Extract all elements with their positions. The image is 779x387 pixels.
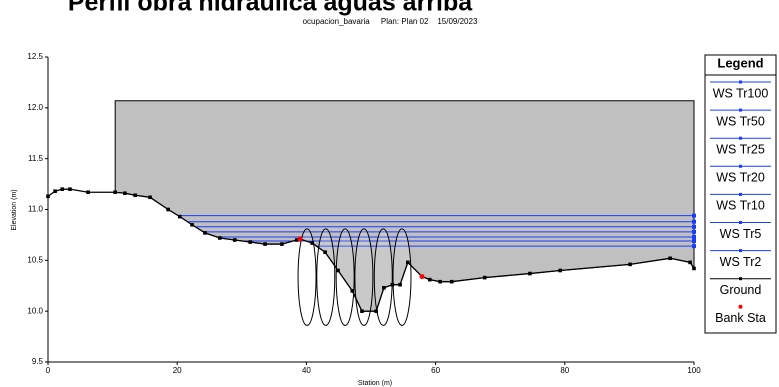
legend-label: WS Tr100 — [713, 86, 769, 100]
bank-station — [419, 274, 425, 280]
ground-point — [688, 260, 692, 265]
ground-point — [60, 187, 65, 191]
y-tick-label: 12.0 — [27, 103, 43, 112]
legend-title: Legend — [717, 55, 763, 70]
water-surface-marker — [692, 239, 696, 244]
ground-point — [46, 194, 50, 199]
ground-point — [382, 285, 386, 290]
y-tick-label: 12.5 — [27, 52, 43, 61]
opening — [335, 228, 355, 326]
opening — [316, 228, 336, 326]
y-tick-label: 10.0 — [27, 306, 43, 315]
legend-label: WS Tr25 — [716, 142, 765, 156]
legend-label: WS Tr50 — [716, 114, 765, 128]
legend-marker — [739, 249, 742, 253]
legend-marker — [738, 304, 743, 309]
legend-marker — [739, 192, 742, 196]
ground-point — [190, 222, 194, 227]
opening — [354, 228, 374, 326]
ground-point — [628, 262, 632, 267]
ground-point — [148, 195, 152, 200]
ground-point — [374, 309, 378, 313]
ground-point — [113, 190, 117, 195]
ground-point — [528, 271, 532, 276]
ground-point — [350, 289, 355, 293]
ground-point — [310, 241, 315, 245]
chart-title: Perfil obra hidraulica aguas arriba — [68, 0, 473, 17]
ground-point — [263, 242, 267, 246]
y-axis-label: Elevation (m) — [11, 189, 18, 230]
y-tick-label: 9.5 — [32, 357, 44, 366]
legend-marker — [739, 221, 742, 224]
x-tick-label: 60 — [431, 366, 440, 375]
ground-point — [692, 266, 696, 271]
ground-point — [323, 250, 327, 254]
ground-point — [398, 282, 402, 287]
ground-point — [203, 231, 207, 235]
ground-point — [294, 238, 299, 242]
legend-marker — [739, 164, 742, 168]
water-surface-marker — [692, 219, 696, 224]
ground-point — [427, 277, 432, 282]
legend-label: Bank Sta — [715, 311, 766, 325]
legend-label: WS Tr5 — [720, 227, 762, 241]
ground-point — [133, 193, 138, 198]
x-tick-label: 100 — [687, 366, 701, 375]
x-tick-label: 0 — [46, 366, 51, 375]
ground-point — [482, 275, 487, 280]
water-surface-marker — [692, 244, 696, 249]
ground-point — [248, 240, 252, 244]
legend-marker — [739, 80, 742, 84]
ground-point — [218, 236, 222, 240]
water-surface-marker — [692, 213, 696, 218]
opening — [392, 228, 412, 326]
legend-label: WS Tr2 — [720, 255, 762, 269]
water-surface-marker — [692, 229, 696, 234]
legend-marker — [739, 136, 742, 140]
ground-point — [68, 187, 72, 191]
ground-point — [123, 191, 127, 196]
y-tick-label: 10.5 — [27, 255, 43, 264]
legend-label: WS Tr20 — [716, 171, 765, 185]
legend-label: Ground — [720, 283, 762, 297]
legend-label: WS Tr10 — [716, 199, 765, 213]
ground-point — [280, 242, 284, 246]
bank-station — [297, 236, 303, 242]
ground-point — [232, 238, 237, 242]
ground-point — [668, 256, 672, 261]
opening — [297, 228, 317, 326]
ground-point — [390, 282, 395, 287]
ground-point — [86, 190, 90, 195]
ground-point — [166, 207, 170, 212]
ground-point — [336, 268, 340, 273]
ground-point — [406, 260, 410, 265]
x-axis-label: Station (m) — [358, 380, 392, 387]
water-surface-marker — [692, 234, 696, 239]
ground-point — [177, 214, 182, 219]
y-tick-label: 11.5 — [28, 154, 44, 163]
x-tick-label: 20 — [173, 366, 182, 375]
water-surface-marker — [692, 224, 696, 229]
ground-point — [449, 279, 454, 284]
x-tick-label: 80 — [560, 366, 569, 375]
y-tick-label: 11.0 — [28, 205, 44, 214]
x-tick-label: 40 — [302, 366, 311, 375]
ground-point — [438, 279, 442, 284]
legend-marker — [739, 108, 742, 112]
legend-marker — [739, 277, 742, 281]
ground-point — [558, 268, 563, 273]
chart-subtitle: ocupacion_bavaria Plan: Plan 02 15/09/20… — [303, 17, 478, 26]
ground-point — [53, 189, 57, 193]
ground-point — [360, 309, 364, 313]
